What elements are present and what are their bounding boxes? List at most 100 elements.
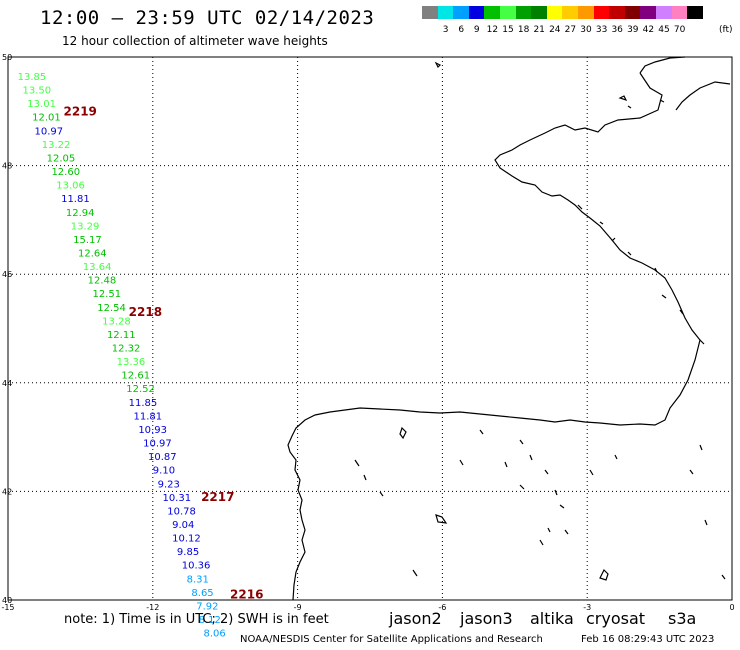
- lon-tick-label: -9: [294, 603, 302, 612]
- legend-swatch: [562, 6, 578, 19]
- lat-lon-grid: [8, 57, 732, 600]
- lat-tick-label: 48: [2, 162, 12, 171]
- swh-value: 12.11: [107, 330, 136, 341]
- lat-tick-label: 44: [2, 379, 12, 388]
- legend-label: 15: [502, 25, 514, 35]
- swh-value: 13.22: [42, 140, 71, 151]
- sat-s3a: s3a: [668, 609, 697, 628]
- swh-value: 13.64: [83, 262, 112, 273]
- islets-brittany: [577, 204, 705, 345]
- legend-label: 45: [658, 25, 670, 35]
- swh-value: 9.10: [153, 466, 175, 477]
- pass-time-label: 2216: [230, 588, 263, 602]
- sat-altika: altika: [530, 609, 574, 628]
- swh-value: 10.31: [162, 493, 191, 504]
- legend-label: 42: [642, 25, 655, 35]
- legend-label: 6: [458, 25, 465, 35]
- swh-value: 8.31: [187, 574, 209, 585]
- units-note: note: 1) Time is in UTC; 2) SWH is in fe…: [64, 612, 329, 627]
- legend-swatch: [531, 6, 547, 19]
- swh-value: 10.93: [138, 425, 167, 436]
- lon-tick-label: 0: [729, 603, 734, 612]
- swh-value: 12.61: [121, 371, 150, 382]
- coastline-channel: [639, 56, 686, 74]
- legend-swatch: [437, 6, 454, 19]
- swh-value: 10.87: [148, 452, 177, 463]
- sat-jason2: jason2: [389, 609, 442, 628]
- legend-label: 9: [473, 25, 480, 35]
- legend-unit: (ft): [719, 25, 733, 35]
- swh-value: 10.12: [172, 534, 201, 545]
- swh-value: 12.51: [92, 289, 121, 300]
- lat-tick-label: 50: [2, 53, 12, 62]
- coastline-cotentin: [675, 81, 731, 111]
- swh-value: 9.85: [177, 547, 199, 558]
- pass-labels: 2219 2218 2217 2216: [64, 104, 264, 601]
- swh-value: 12.05: [47, 153, 76, 164]
- pass-time-label: 2218: [129, 305, 162, 319]
- legend-label: 39: [627, 25, 639, 35]
- swh-value: 13.29: [71, 221, 100, 232]
- swh-value: 12.94: [66, 208, 95, 219]
- legend-swatch: [578, 6, 594, 19]
- channel-islands: [618, 95, 665, 109]
- swh-value: 10.97: [143, 439, 172, 450]
- swh-value: 12.01: [32, 113, 61, 124]
- lat-tick-label: 40: [2, 596, 12, 605]
- pass-time-label: 2217: [201, 490, 234, 504]
- river-1: [519, 439, 618, 546]
- map-frame: [7, 56, 733, 601]
- pass-time-label: 2219: [64, 104, 97, 118]
- swh-value: 12.52: [126, 384, 155, 395]
- swh-value: 7.92: [196, 601, 218, 612]
- legend-swatch: [687, 6, 703, 19]
- legend-swatch: [656, 6, 672, 19]
- swh-value: 9.23: [158, 479, 180, 490]
- swh-value: 12.48: [88, 276, 117, 287]
- swh-value: 13.36: [117, 357, 146, 368]
- legend-swatch: [624, 6, 641, 19]
- legend-label: 27: [564, 25, 577, 35]
- lat-tick-label: 42: [2, 487, 12, 496]
- chart-subtitle: 12 hour collection of altimeter wave hei…: [62, 34, 328, 48]
- island-yeu: [434, 61, 442, 69]
- legend-swatch: [484, 6, 500, 19]
- swh-value: 13.85: [18, 72, 47, 83]
- legend-label: 3: [442, 25, 449, 35]
- legend-swatch: [609, 6, 625, 19]
- swh-value: 12.60: [51, 167, 80, 178]
- legend-swatch: [640, 6, 656, 19]
- swh-value: 8.12: [199, 615, 221, 626]
- swh-value: 13.06: [56, 181, 85, 192]
- axis-ticks: 50 48 46 44 42 40-15 -12 -9 -6 -3 0: [1, 53, 734, 612]
- swh-value: 9.04: [172, 520, 194, 531]
- swh-observations: 13.85 13.50 13.01 12.01 10.97 13.22 12.05 12.60…: [18, 72, 226, 640]
- lat-tick-label: 46: [2, 270, 12, 279]
- river-2: [354, 429, 726, 580]
- sat-cryosat: cryosat: [586, 609, 646, 628]
- legend-label: 24: [549, 25, 561, 35]
- swh-value: 11.81: [133, 411, 162, 422]
- legend-swatch: [515, 6, 532, 19]
- swh-value: 10.97: [35, 126, 64, 137]
- legend-label: 36: [611, 25, 623, 35]
- lake-2: [435, 514, 448, 524]
- legend-swatch: [500, 6, 516, 19]
- swh-value: 13.50: [22, 86, 51, 97]
- swh-value: 8.06: [203, 629, 225, 640]
- swh-value: 11.81: [61, 194, 90, 205]
- swh-value: 11.85: [129, 398, 158, 409]
- swh-value: 13.28: [102, 316, 131, 327]
- legend-swatch: [453, 6, 469, 19]
- legend-label: 70: [673, 25, 686, 35]
- swh-value: 15.17: [73, 235, 102, 246]
- coastline: [287, 56, 731, 601]
- lon-tick-label: -12: [146, 603, 159, 612]
- legend-swatch: [671, 6, 688, 19]
- lake-1: [399, 426, 407, 440]
- swh-value: 12.32: [112, 344, 141, 355]
- credit-text: NOAA/NESDIS Center for Satellite Applica…: [240, 634, 543, 645]
- legend-label: 33: [595, 25, 608, 35]
- legend-label: 30: [580, 25, 592, 35]
- lon-tick-label: -3: [583, 603, 591, 612]
